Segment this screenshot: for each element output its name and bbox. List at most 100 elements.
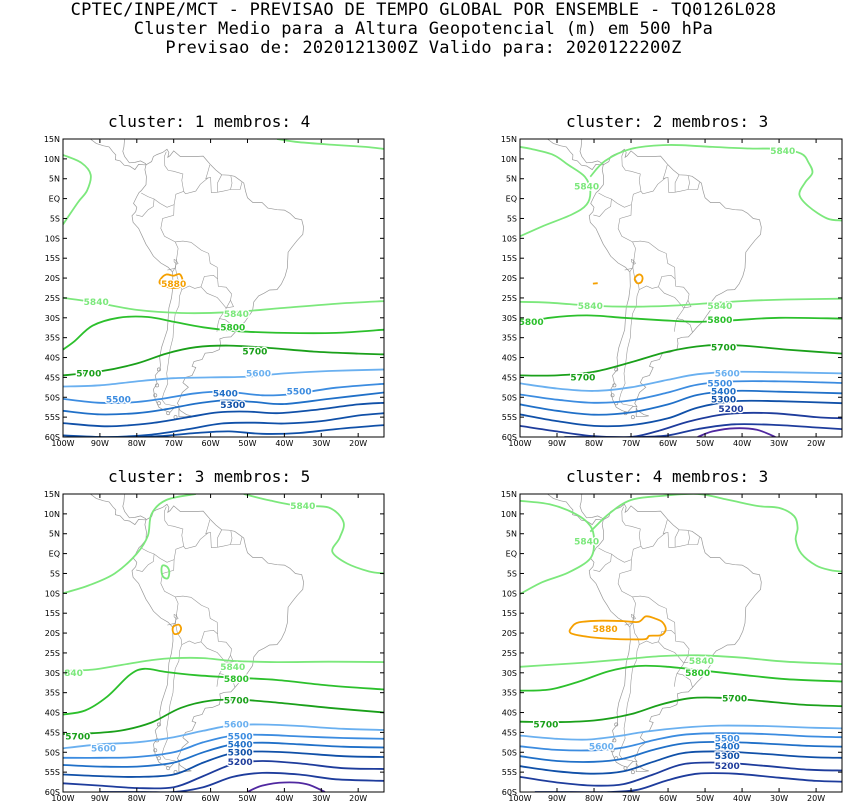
map-content: 5880 5840 5840 5800 5700 5700 5600 5500 5500 5400… bbox=[63, 139, 384, 437]
lat-label: 10S bbox=[45, 589, 60, 598]
contour-label: 5700 bbox=[722, 695, 747, 705]
contour-label: 5700 bbox=[65, 732, 90, 742]
map-frame bbox=[519, 138, 843, 438]
contour-label: 5400 bbox=[213, 389, 238, 399]
lat-label: 50S bbox=[502, 393, 517, 402]
contour-label: 5400 bbox=[228, 740, 253, 750]
contour-line-5800 bbox=[63, 667, 384, 716]
lat-label: 45S bbox=[45, 373, 60, 382]
lat-label: 40S bbox=[502, 354, 517, 363]
country-border bbox=[141, 547, 175, 563]
contour-line-5600 bbox=[63, 368, 384, 388]
country-border bbox=[164, 151, 184, 192]
contour-line-5840 bbox=[160, 564, 171, 580]
contour-line-5500 bbox=[63, 733, 384, 759]
lon-label: 60W bbox=[659, 439, 677, 448]
country-border bbox=[160, 532, 243, 598]
map-panel-1: 5880 5840 5840 5800 5700 5700 5600 5500 5500 5400… bbox=[44, 135, 385, 448]
lat-label: 25S bbox=[45, 649, 60, 658]
lon-label: 40W bbox=[733, 439, 751, 448]
contour-label: 5300 bbox=[228, 748, 253, 758]
map-panel-4: 5840 5880 5840 5800 5700 5700 5600 550054005300… bbox=[501, 490, 843, 803]
contour-label: 5200 bbox=[718, 405, 743, 415]
lat-label: EQ bbox=[506, 550, 517, 559]
contour-line-5840 bbox=[276, 139, 384, 150]
contour-line-5200 bbox=[520, 761, 842, 787]
island-outline bbox=[156, 756, 161, 761]
coastline-central-america bbox=[89, 139, 147, 171]
contour-label: 5840 bbox=[224, 310, 249, 320]
map-frame bbox=[62, 493, 385, 793]
lat-label: 25S bbox=[502, 294, 517, 303]
map-content: 5840 5880 5840 5800 5700 5700 5600 550054005300… bbox=[520, 494, 842, 792]
island-outline bbox=[630, 415, 635, 420]
country-border bbox=[598, 192, 632, 208]
country-border bbox=[658, 274, 690, 309]
country-border bbox=[593, 198, 612, 217]
lat-label: 50S bbox=[45, 393, 60, 402]
contour-label: 5600 bbox=[715, 369, 740, 379]
country-border bbox=[219, 673, 236, 688]
country-border bbox=[200, 629, 232, 664]
contour-label: 5800 bbox=[224, 675, 249, 685]
country-border bbox=[219, 318, 236, 333]
lon-label: 80W bbox=[128, 794, 146, 803]
country-border bbox=[230, 175, 233, 190]
lon-label: 100W bbox=[508, 794, 531, 803]
lat-label: 10N bbox=[501, 510, 517, 519]
contour-label: 5840 bbox=[707, 302, 732, 312]
lake-outline bbox=[173, 258, 179, 265]
lat-label: 10N bbox=[501, 155, 517, 164]
contour-label: 5600 bbox=[589, 742, 614, 752]
island-outline bbox=[612, 738, 617, 743]
lon-label: 70W bbox=[165, 439, 183, 448]
contour-label: 5840 bbox=[290, 502, 315, 512]
lon-label: 80W bbox=[128, 439, 146, 448]
lat-label: 50S bbox=[502, 748, 517, 757]
country-border bbox=[161, 622, 183, 762]
lon-label: 100W bbox=[51, 794, 74, 803]
map-panel-2: 5840 5840 5840 5840 5800 5800 5700 5700 56005500… bbox=[501, 135, 843, 448]
island-outline bbox=[155, 383, 160, 388]
lon-label: 70W bbox=[165, 794, 183, 803]
lon-label: 70W bbox=[622, 439, 640, 448]
country-border bbox=[618, 622, 640, 762]
contour-label: 5700 bbox=[570, 373, 595, 383]
country-border bbox=[174, 240, 218, 279]
lat-label: 35S bbox=[502, 334, 517, 343]
contour-label: 5840 bbox=[84, 298, 109, 308]
lon-label: 90W bbox=[548, 794, 566, 803]
contour-label: 5700 bbox=[76, 369, 101, 379]
island-outline bbox=[630, 770, 635, 775]
lon-label: 80W bbox=[585, 794, 603, 803]
country-border bbox=[217, 174, 222, 193]
lon-label: 50W bbox=[238, 794, 256, 803]
lake-outline bbox=[631, 613, 636, 620]
lat-label: 5N bbox=[506, 175, 517, 184]
main-title: CPTEC/INPE/MCT - PREVISAO DE TEMPO GLOBA… bbox=[70, 0, 777, 20]
map-panel-3: 5840584058405800570057005600560055005400… bbox=[44, 490, 385, 803]
country-border bbox=[632, 595, 676, 634]
country-border bbox=[181, 640, 202, 645]
lat-label: 5N bbox=[49, 175, 60, 184]
lon-label: 50W bbox=[238, 439, 256, 448]
island-outline bbox=[610, 393, 615, 398]
contour-line-5300 bbox=[121, 424, 384, 437]
country-border bbox=[181, 285, 202, 290]
lat-label: 5S bbox=[507, 569, 517, 578]
lon-label: 50W bbox=[696, 439, 714, 448]
contour-label: 5400 bbox=[715, 742, 740, 752]
lake-outline bbox=[173, 613, 179, 620]
panel-1-title: cluster: 1 membros: 4 bbox=[108, 112, 311, 131]
contour-line-5300 bbox=[520, 399, 842, 428]
country-border bbox=[617, 532, 700, 598]
coastline-south-america bbox=[588, 148, 762, 413]
contour-line-5840 bbox=[520, 297, 842, 308]
contour-line-5200 bbox=[534, 772, 842, 792]
contour-line-5500 bbox=[63, 382, 384, 404]
lat-label: 5S bbox=[507, 214, 517, 223]
coastline-tierra-del-fuego bbox=[178, 407, 192, 418]
lat-label: 5S bbox=[50, 214, 60, 223]
contour-label: 5500 bbox=[106, 395, 131, 405]
coastline-south-america bbox=[131, 503, 304, 768]
